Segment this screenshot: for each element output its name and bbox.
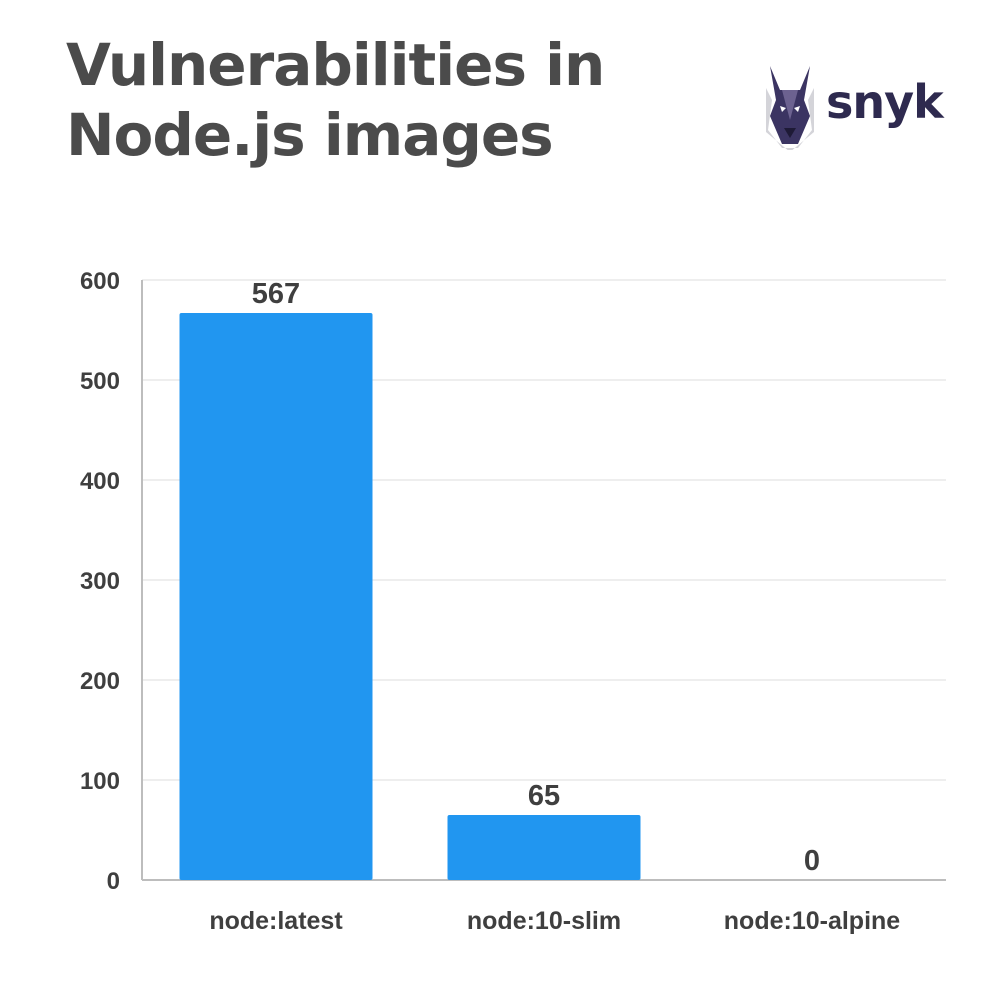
y-tick-label: 400 (80, 468, 120, 495)
y-tick-label: 200 (80, 668, 120, 695)
y-tick-label: 100 (80, 768, 120, 795)
brand-name: snyk (826, 75, 944, 129)
y-tick-label: 300 (80, 568, 120, 595)
x-category-label: node:10-slim (467, 907, 621, 935)
x-category-label: node:10-alpine (724, 907, 901, 935)
bar (447, 815, 641, 880)
y-tick-label: 0 (107, 868, 120, 895)
data-label: 65 (528, 780, 560, 812)
chart-title: Vulnerabilities in Node.js images (66, 31, 605, 169)
y-tick-label: 500 (80, 368, 120, 395)
snyk-logo: snyk (760, 60, 944, 150)
doberman-dog-icon (766, 66, 814, 150)
data-label: 567 (252, 278, 300, 310)
x-category-label: node:latest (209, 907, 343, 935)
bar (179, 313, 373, 880)
data-label: 0 (804, 845, 820, 877)
y-tick-label: 600 (80, 268, 120, 295)
